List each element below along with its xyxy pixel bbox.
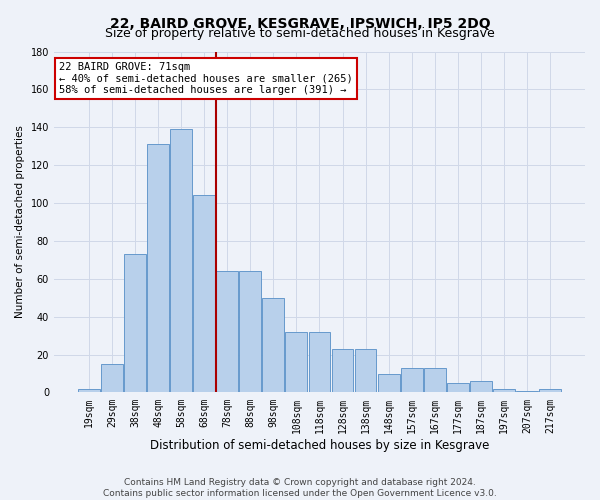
Y-axis label: Number of semi-detached properties: Number of semi-detached properties	[15, 126, 25, 318]
Bar	[239, 271, 261, 392]
Bar	[101, 364, 123, 392]
Text: Size of property relative to semi-detached houses in Kesgrave: Size of property relative to semi-detach…	[105, 28, 495, 40]
Bar	[308, 332, 331, 392]
Bar	[147, 144, 169, 392]
Bar	[493, 388, 515, 392]
Bar	[424, 368, 446, 392]
Text: 22 BAIRD GROVE: 71sqm
← 40% of semi-detached houses are smaller (265)
58% of sem: 22 BAIRD GROVE: 71sqm ← 40% of semi-deta…	[59, 62, 353, 95]
Text: Contains HM Land Registry data © Crown copyright and database right 2024.
Contai: Contains HM Land Registry data © Crown c…	[103, 478, 497, 498]
X-axis label: Distribution of semi-detached houses by size in Kesgrave: Distribution of semi-detached houses by …	[150, 440, 489, 452]
Bar	[377, 374, 400, 392]
Bar	[124, 254, 146, 392]
Bar	[78, 388, 100, 392]
Bar	[217, 271, 238, 392]
Bar	[355, 349, 376, 393]
Bar	[401, 368, 422, 392]
Bar	[470, 381, 492, 392]
Bar	[262, 298, 284, 392]
Bar	[286, 332, 307, 392]
Bar	[193, 196, 215, 392]
Text: 22, BAIRD GROVE, KESGRAVE, IPSWICH, IP5 2DQ: 22, BAIRD GROVE, KESGRAVE, IPSWICH, IP5 …	[110, 18, 490, 32]
Bar	[332, 349, 353, 393]
Bar	[447, 383, 469, 392]
Bar	[539, 388, 561, 392]
Bar	[516, 390, 538, 392]
Bar	[170, 129, 192, 392]
